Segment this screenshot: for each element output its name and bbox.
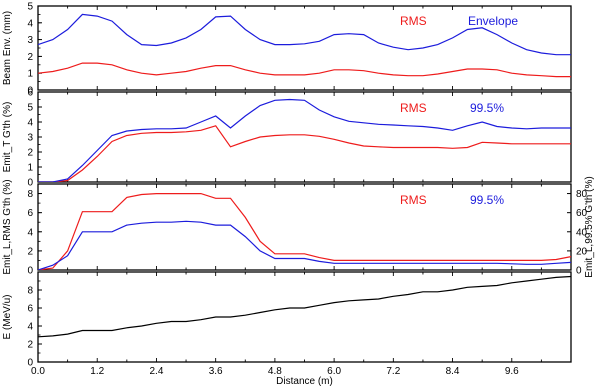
- x-tick-label: 7.2: [386, 366, 400, 377]
- y-tick-label: 3: [27, 35, 33, 46]
- x-tick-label: 8.4: [446, 366, 460, 377]
- panel-1: 0 1 2 3 4 5 Beam Env. (mm) RMS Envelope: [2, 2, 572, 97]
- panel-4: 0 2 4 6 8 E (MeV/u) 0.0 1.2 2.4 3.6 4.8 6.0 7.2 8.4 9.…: [2, 271, 572, 387]
- legend-entry-rms: RMS: [400, 14, 427, 28]
- series-line-energy: [38, 275, 571, 338]
- y-right-tick-label: 40: [576, 227, 588, 238]
- y-tick-label: 2: [27, 340, 33, 351]
- series-line-envelope: [38, 13, 571, 56]
- y-tick-label: 4: [27, 118, 33, 129]
- x-tick-label: 1.2: [90, 366, 104, 377]
- series-line-99-5-: [38, 220, 571, 270]
- y-tick-label: 6: [27, 88, 33, 99]
- y-axis-label: E (MeV/u): [2, 294, 13, 339]
- series-line-rms: [38, 125, 571, 182]
- y-axis-label-right: Emit_L,99.5% G'th (%): [584, 176, 595, 277]
- x-tick-label: 3.6: [209, 366, 223, 377]
- legend-entry-secondary: 99.5%: [470, 193, 504, 207]
- y-tick-label: 0: [27, 266, 33, 277]
- x-axis-label: Distance (m): [276, 376, 333, 387]
- y-right-tick-label: 60: [576, 208, 588, 219]
- x-tick-label: 9.6: [505, 366, 519, 377]
- series-line-99-5-: [38, 98, 571, 182]
- series-line-rms: [38, 193, 571, 270]
- panel-2: 0 1 2 3 4 5 6 Emit_T G'th (%) RMS 99.5%: [2, 88, 572, 189]
- legend-entry-rms: RMS: [400, 193, 427, 207]
- x-tick-label: 6.0: [327, 366, 341, 377]
- y-tick-label: 8: [27, 189, 33, 200]
- y-tick-label: 0: [27, 86, 33, 97]
- y-tick-label: 4: [27, 322, 33, 333]
- y-tick-label: 0: [27, 358, 33, 369]
- legend-entry-secondary: 99.5%: [470, 101, 504, 115]
- y-tick-label: 0: [27, 178, 33, 189]
- x-tick-label: 0.0: [31, 366, 45, 377]
- y-tick-label: 1: [27, 163, 33, 174]
- y-tick-label: 6: [27, 304, 33, 315]
- y-tick-label: 2: [27, 148, 33, 159]
- y-tick-label: 5: [27, 2, 33, 13]
- y-tick-label: 4: [27, 18, 33, 29]
- y-right-tick-label: 80: [576, 189, 588, 200]
- y-tick-label: 2: [27, 52, 33, 63]
- y-right-tick-label: 0: [576, 266, 582, 277]
- y-tick-label: 3: [27, 133, 33, 144]
- x-tick-label: 2.4: [149, 366, 163, 377]
- y-tick-label: 5: [27, 103, 33, 114]
- y-axis-label: Emit_L,RMS G'th (%): [2, 179, 13, 274]
- legend-entry-secondary: Envelope: [468, 14, 518, 28]
- y-tick-label: 4: [27, 227, 33, 238]
- y-tick-label: 2: [27, 246, 33, 257]
- y-right-tick-label: 20: [576, 246, 588, 257]
- y-tick-label: 8: [27, 286, 33, 297]
- y-tick-label: 1: [27, 69, 33, 80]
- series-line-rms: [38, 62, 571, 78]
- y-axis-label: Emit_T G'th (%): [2, 102, 13, 173]
- y-tick-label: 6: [27, 208, 33, 219]
- x-tick-label: 4.8: [268, 366, 282, 377]
- legend-entry-rms: RMS: [400, 101, 427, 115]
- y-axis-label: Beam Env. (mm): [2, 11, 13, 85]
